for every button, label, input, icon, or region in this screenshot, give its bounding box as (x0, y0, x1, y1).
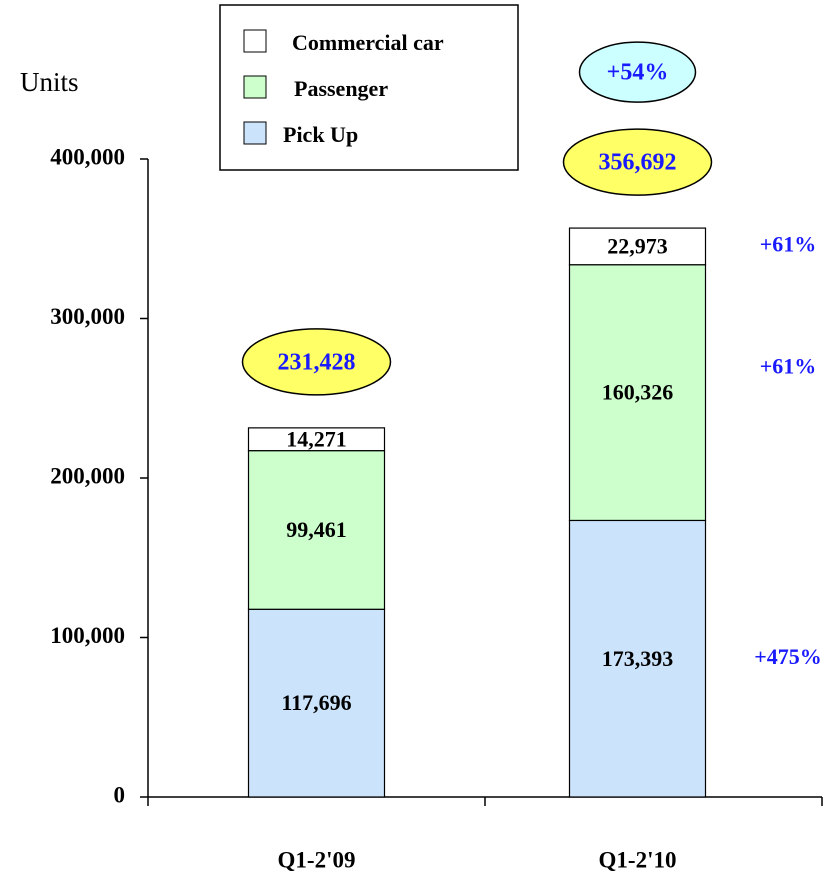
legend-swatch (243, 75, 267, 99)
data-label: 99,461 (286, 517, 347, 542)
bar-segment (247, 450, 386, 610)
y-axis-label: Units (20, 67, 79, 97)
growth-label: +61% (760, 231, 817, 256)
data-label: 160,326 (602, 380, 674, 405)
bar-segment (247, 608, 386, 798)
legend-swatch (243, 121, 267, 145)
data-label: 117,696 (281, 690, 351, 715)
bar-segment (568, 227, 707, 266)
total-label: 356,692 (599, 150, 677, 176)
growth-bubble (578, 41, 697, 103)
bar-segment (568, 264, 707, 522)
total-bubble (562, 128, 713, 196)
legend-swatch (243, 29, 267, 53)
growth-label: +475% (754, 644, 822, 669)
total-bubble (241, 328, 392, 396)
bar-segment (247, 427, 386, 452)
x-tick-label: Q1-2'09 (278, 847, 356, 872)
legend-label: Passenger (294, 76, 388, 101)
data-label: 22,973 (607, 233, 668, 258)
x-tick-label: Q1-2'10 (599, 847, 677, 872)
growth-label: +61% (760, 354, 817, 379)
total-growth-label: +54% (607, 60, 669, 86)
total-label: 231,428 (278, 349, 356, 375)
y-tick-label: 200,000 (50, 463, 125, 488)
bar-segment (568, 519, 707, 798)
legend-label: Pick Up (283, 122, 358, 147)
y-tick-label: 0 (114, 782, 126, 807)
data-label: 173,393 (602, 646, 674, 671)
y-tick-label: 400,000 (50, 144, 125, 169)
data-label: 14,271 (286, 426, 347, 451)
y-tick-label: 100,000 (50, 623, 125, 648)
legend-box (219, 4, 519, 171)
legend-label: Commercial car (292, 30, 444, 55)
y-tick-label: 300,000 (50, 304, 125, 329)
